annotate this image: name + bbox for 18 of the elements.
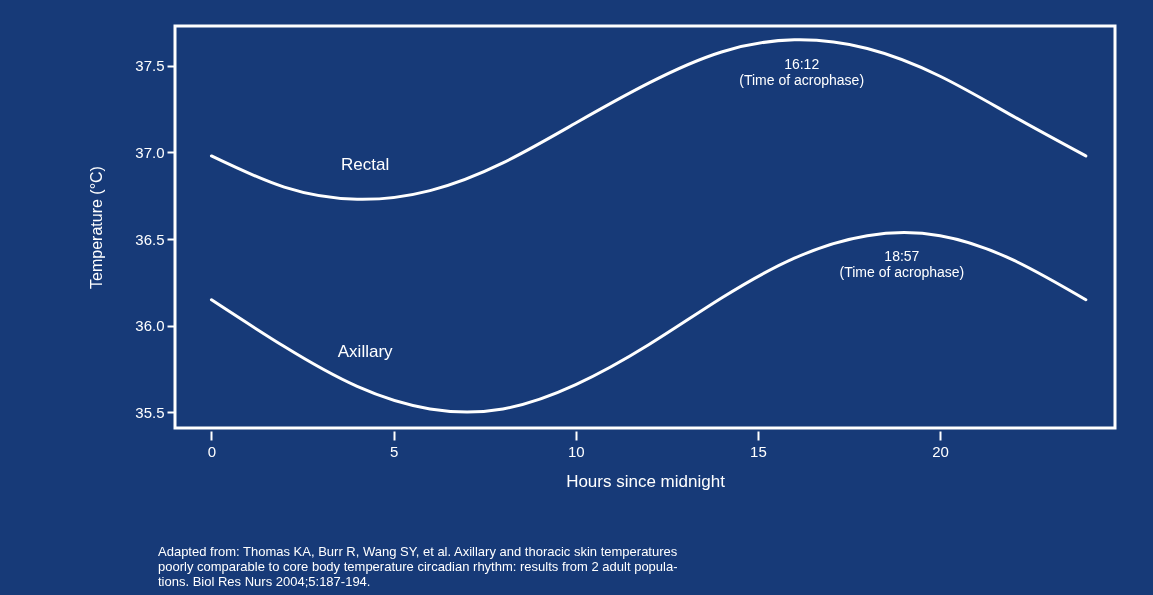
- y-axis-title: Temperature (°C): [88, 166, 106, 289]
- x-tick-label: 5: [389, 442, 399, 460]
- x-tick-label: 0: [207, 442, 217, 460]
- y-tick-label: 37.5: [135, 57, 165, 75]
- x-axis-title: Hours since midnight: [566, 471, 726, 491]
- series-label: Rectal: [341, 155, 390, 175]
- annotation: 16:12 (Time of acrophase): [739, 55, 865, 88]
- annotation: 18:57 (Time of acrophase): [839, 248, 965, 281]
- series-label: Axillary: [337, 342, 394, 362]
- y-tick-label: 37.0: [135, 143, 165, 161]
- y-tick-label: 35.5: [135, 403, 165, 421]
- x-tick-label: 15: [750, 442, 767, 460]
- text: Adapted from: Thomas KA, Burr R, Wang SY, et al. Axillary and thoracic skin temperatures poorly comparable to core body temperature circadian rhythm: results from 2 adult popula- tions. Biol Res Nurs 2004;5:187-194.: [158, 544, 678, 589]
- x-tick-label: 10: [567, 442, 585, 460]
- y-tick-label: 36.0: [135, 317, 165, 335]
- line-series: [209, 38, 1088, 201]
- x-tick-label: 20: [932, 442, 949, 460]
- y-tick-label: 36.5: [135, 230, 165, 248]
